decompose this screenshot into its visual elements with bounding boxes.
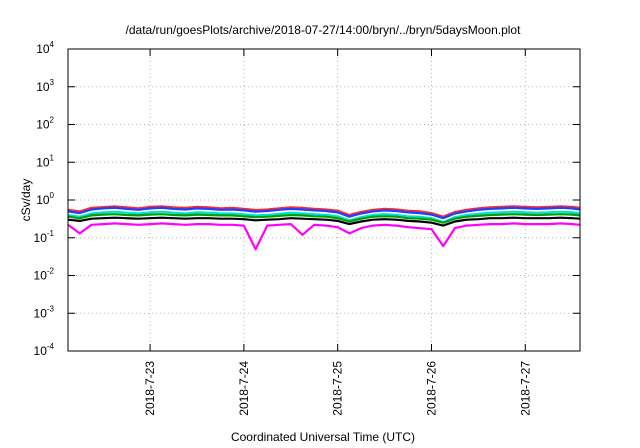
series-line-5 [67,216,581,227]
y-tick-label: 101 [36,153,54,169]
y-tick-label: 10-2 [34,267,55,283]
y-tick-label: 10-4 [34,342,55,358]
series-line-6 [67,222,581,251]
chart-title: /data/run/goesPlots/archive/2018-07-27/1… [126,23,522,37]
x-tick-label: 2018-7-27 [518,361,532,416]
y-tick-label: 102 [36,116,54,132]
x-tick-labels: 2018-7-23 2018-7-24 2018-7-25 2018-7-26 2018… [143,361,532,416]
axes [67,48,581,352]
y-tick-labels: 10-4 10-3 10-2 10-1 100 101 102 103 104 [34,40,55,358]
grid [68,49,580,351]
y-axis-label: cSv/day [19,179,33,222]
x-tick-label: 2018-7-26 [424,361,438,416]
series-group [67,205,581,251]
x-tick-label: 2018-7-24 [237,361,251,416]
y-tick-label: 100 [36,191,54,207]
y-tick-label: 10-3 [34,304,55,320]
y-tick-label: 104 [36,40,54,56]
x-tick-label: 2018-7-23 [143,361,157,416]
series-line-4 [67,213,581,224]
plot-frame [67,48,581,352]
series-line-2 [67,206,581,220]
x-axis-label: Coordinated Universal Time (UTC) [231,430,415,444]
x-tick-label: 2018-7-25 [331,361,345,416]
series-line-1 [67,205,581,218]
y-tick-label: 10-1 [34,229,55,245]
series-line-3 [67,210,581,224]
y-tick-label: 103 [36,78,54,94]
